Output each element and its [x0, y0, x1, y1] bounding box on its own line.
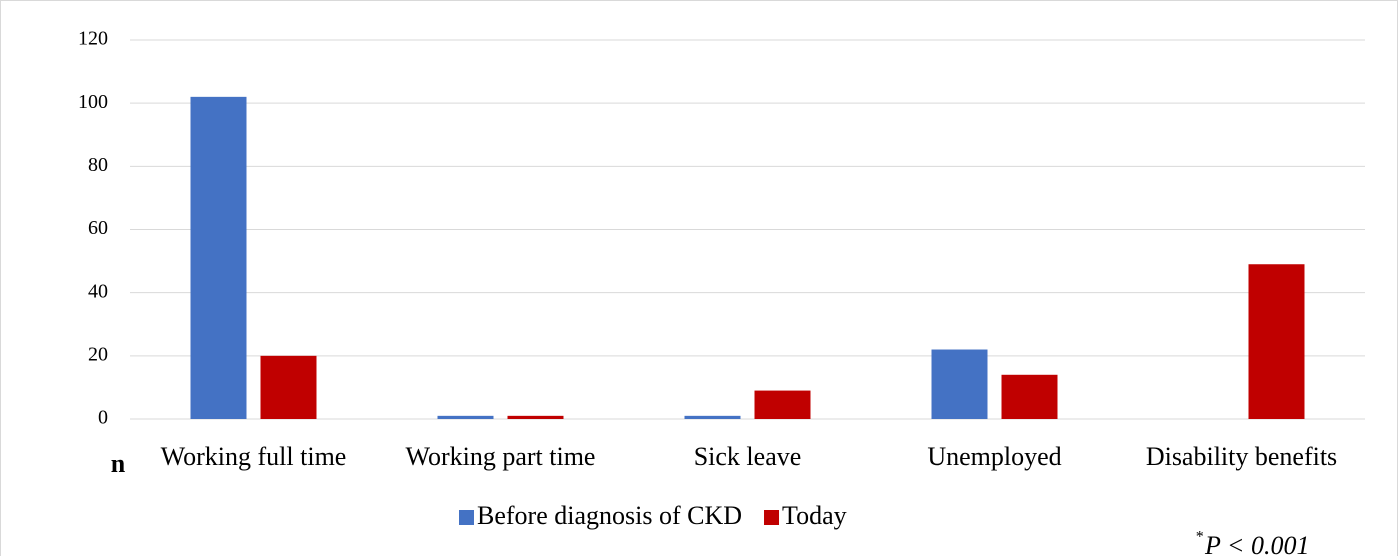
legend-swatch [764, 510, 780, 525]
x-tick-label: Working part time [406, 442, 596, 471]
y-tick-label: 60 [88, 217, 108, 239]
bar [1248, 264, 1305, 419]
annotation: P < 0.001 [1204, 531, 1309, 556]
x-tick-label: Disability benefits [1146, 442, 1337, 471]
x-tick-label: Unemployed [927, 442, 1061, 471]
y-axis-label: n [111, 449, 126, 478]
y-tick-label: 40 [88, 280, 108, 302]
legend-swatch [459, 510, 474, 525]
x-tick-label: Sick leave [694, 442, 802, 471]
y-tick-label: 120 [78, 28, 108, 50]
y-tick-label: 80 [88, 154, 108, 176]
y-tick-label: 100 [78, 91, 108, 113]
x-tick-label: Working full time [161, 442, 347, 471]
bar [190, 96, 247, 419]
y-tick-label: 0 [98, 407, 108, 429]
bar [507, 415, 564, 419]
bar [260, 355, 317, 419]
y-tick-label: 20 [88, 343, 108, 365]
bar [437, 415, 494, 419]
legend-label: Before diagnosis of CKD [477, 501, 742, 530]
bar [1001, 374, 1058, 419]
bar [684, 415, 741, 419]
bar [754, 390, 811, 419]
annotation-marker: * [1195, 529, 1203, 546]
legend-label: Today [782, 501, 847, 530]
bar [931, 349, 988, 419]
